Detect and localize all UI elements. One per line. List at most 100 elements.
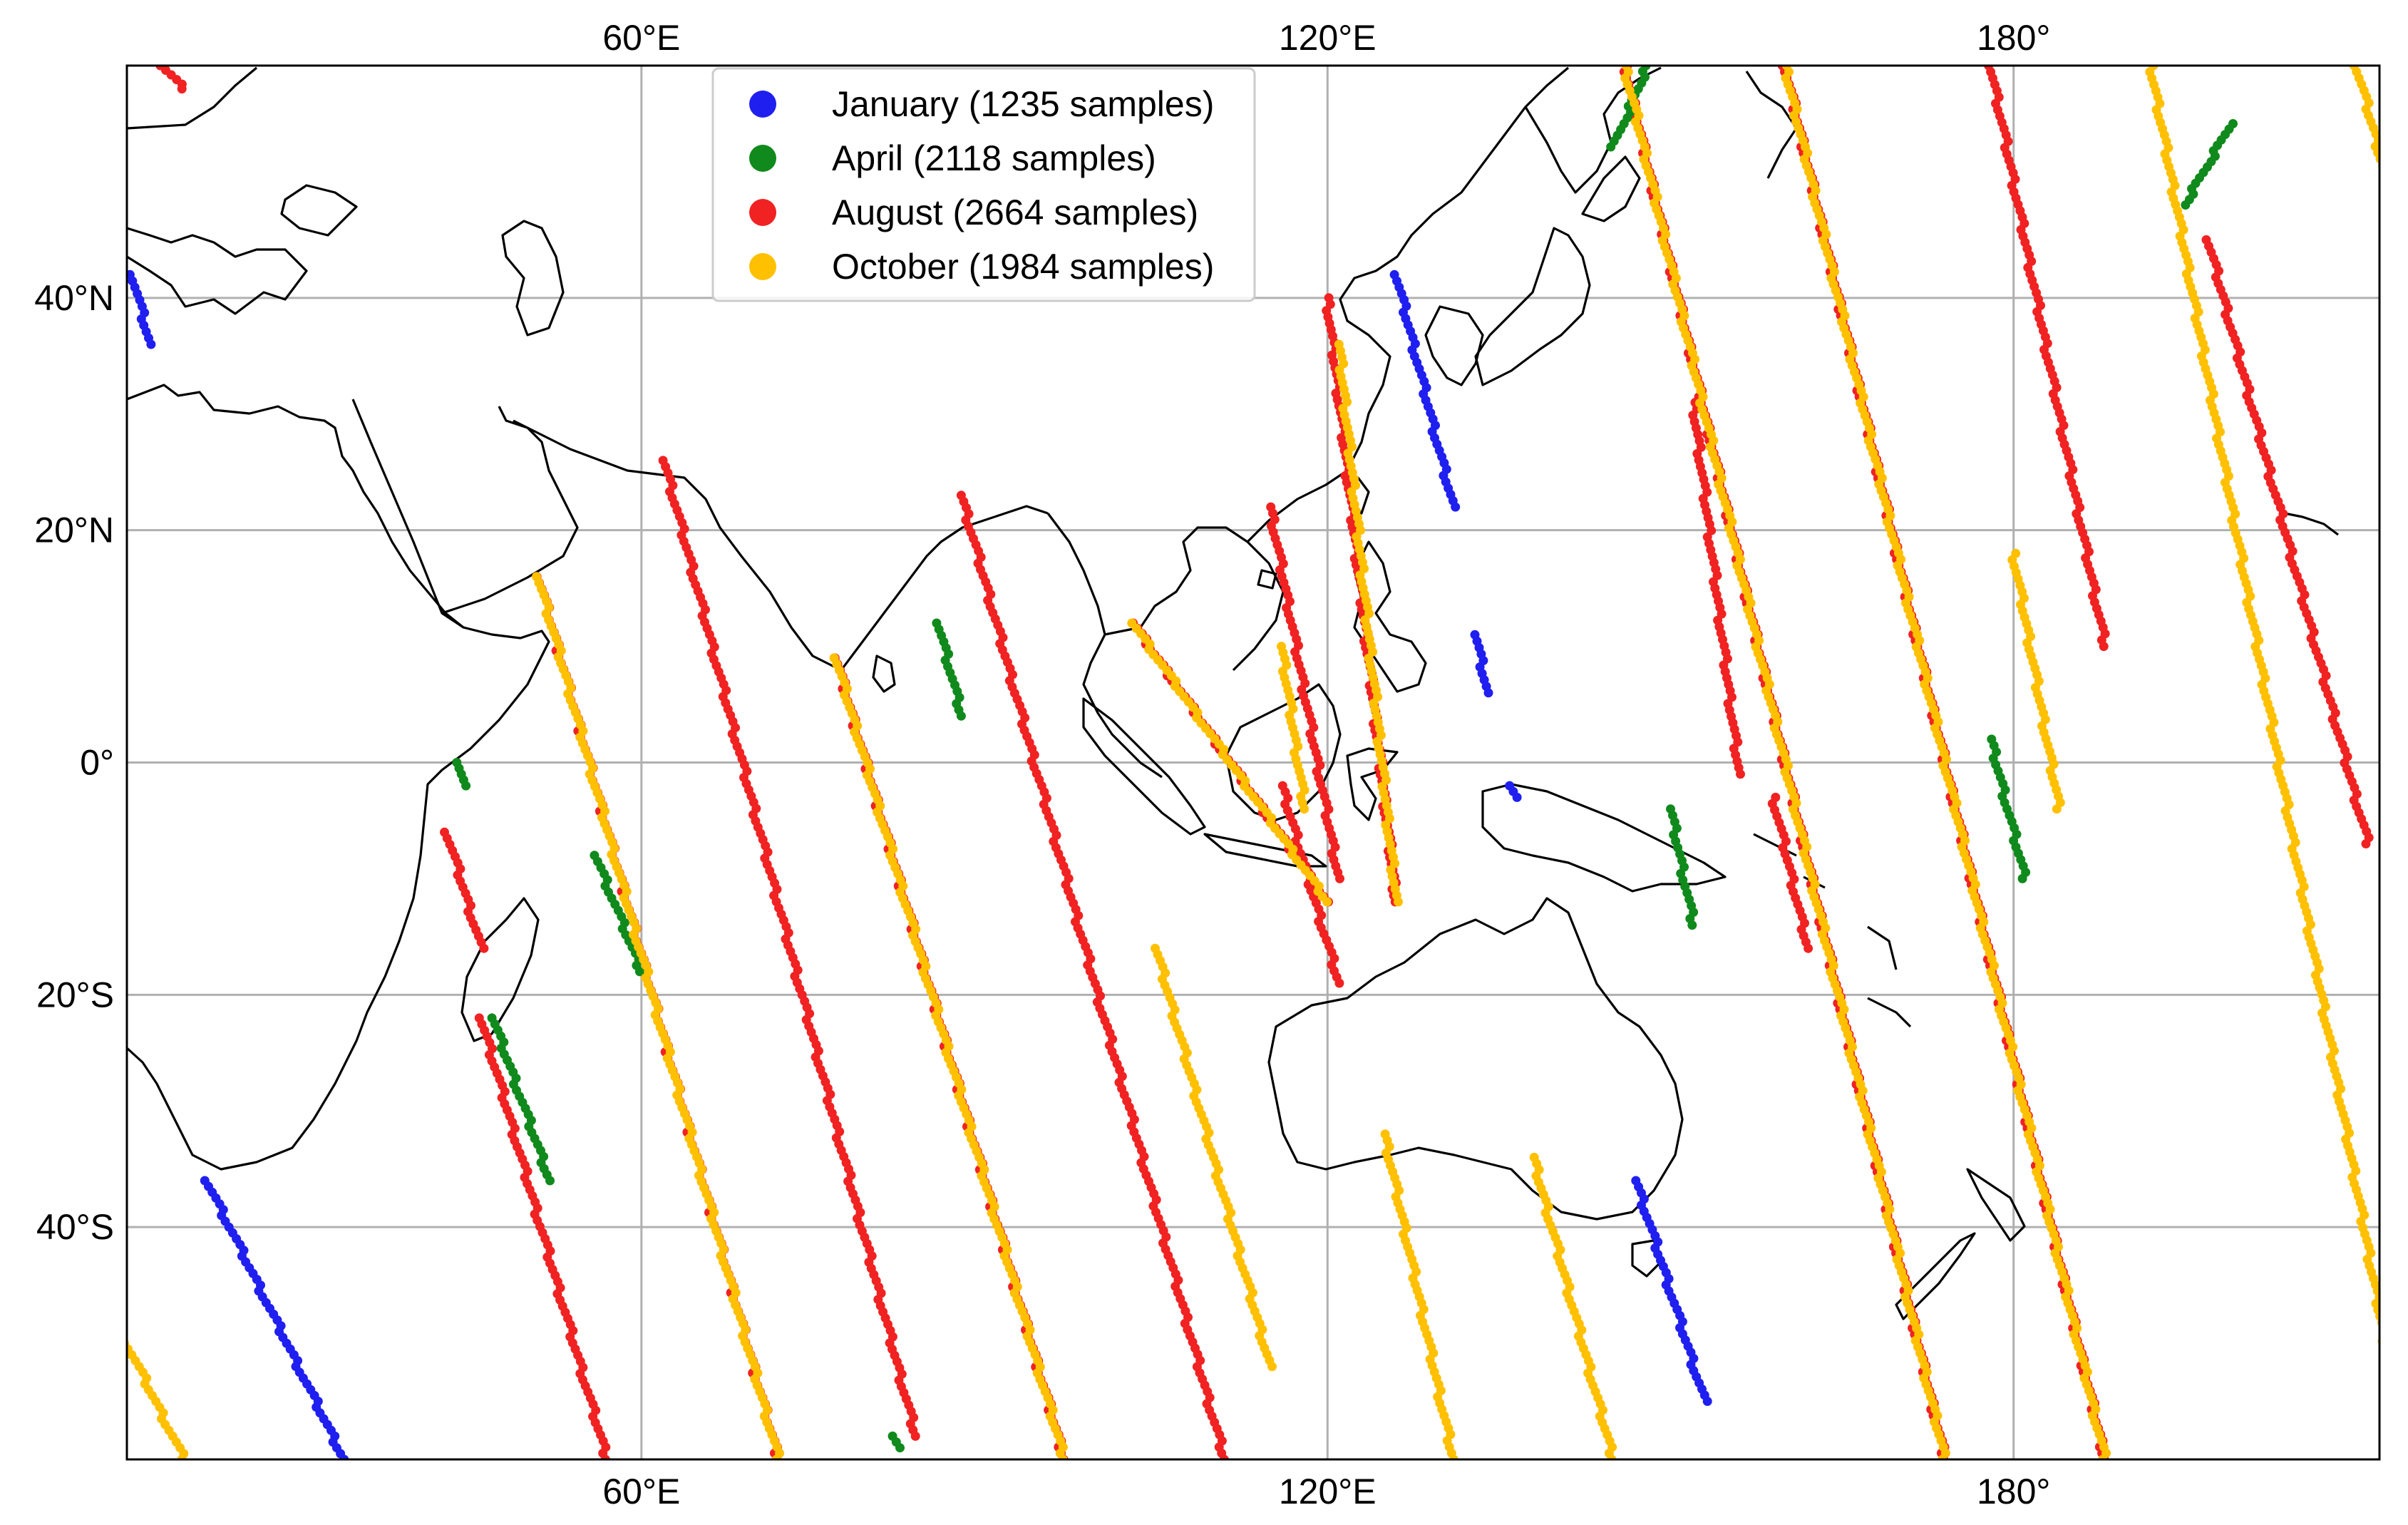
sample-point-oct-2963 <box>2052 804 2062 814</box>
tick-top-2: 180° <box>1977 18 2050 58</box>
sample-point-jan-3319 <box>1483 688 1493 698</box>
tick-left-2: 0° <box>80 743 114 783</box>
legend-label-oct: October (1984 samples) <box>832 247 1214 287</box>
sample-point-apr-1723 <box>956 711 966 721</box>
sample-point-oct-3203 <box>2385 192 2394 201</box>
sample-point-aug-1666 <box>2404 168 2408 177</box>
sample-point-oct-3168 <box>2382 1350 2391 1359</box>
coast-black-sea <box>280 184 358 237</box>
sample-point-aug-1661 <box>2395 136 2404 145</box>
sample-point-oct-2424 <box>1449 1454 1458 1459</box>
sample-point-oct-2698 <box>1938 1454 1948 1459</box>
legend-label-apr: April (2118 samples) <box>832 138 1156 178</box>
sample-point-apr-1707 <box>1641 66 1651 71</box>
sample-point-aug-1653 <box>2392 86 2402 96</box>
sample-point-aug-1651 <box>2389 73 2398 83</box>
sample-point-jan-3359 <box>1702 1397 1712 1406</box>
sample-point-oct-2283 <box>1300 804 1310 814</box>
sample-point-oct-3174 <box>2388 1387 2397 1397</box>
sample-point-aug-92 <box>600 1454 610 1459</box>
coast-hainan <box>1257 569 1277 590</box>
tick-bottom-1: 120°E <box>1279 1472 1377 1511</box>
legend-label-aug: August (2664 samples) <box>832 192 1198 232</box>
sample-point-apr-1748 <box>634 967 644 977</box>
sample-point-aug-1650 <box>2387 67 2396 76</box>
map-frame <box>125 64 2381 1461</box>
sample-point-aug-1669 <box>2404 187 2408 196</box>
coast-australia <box>1267 897 1684 1221</box>
tick-top-1: 120°E <box>1279 18 1377 58</box>
sample-point-aug-1649 <box>2385 61 2394 71</box>
sample-point-apr-1837 <box>2017 873 2027 883</box>
sample-point-apr-1814 <box>2228 119 2238 128</box>
sample-point-aug-1664 <box>2401 155 2408 165</box>
coast-europe <box>127 66 308 315</box>
coast-hawaii <box>2284 512 2339 536</box>
coastlines <box>127 66 2339 1320</box>
sample-point-aug-1658 <box>2395 118 2404 127</box>
sample-point-oct-3209 <box>2394 229 2404 238</box>
sample-point-oct-3167 <box>2379 1343 2389 1352</box>
coast-madagascar <box>460 897 540 1042</box>
sample-point-oct-3201 <box>2386 179 2395 188</box>
tick-left-3: 20°S <box>36 975 114 1015</box>
sample-point-jan-3309 <box>1451 502 1461 512</box>
sample-point-oct-3169 <box>2384 1356 2393 1365</box>
sample-point-oct-3205 <box>2390 204 2399 213</box>
sample-point-oct-2002 <box>771 1454 781 1459</box>
tick-left-4: 40°S <box>36 1207 114 1247</box>
sample-point-oct-2371 <box>1394 897 1403 907</box>
sample-point-oct-3178 <box>2397 1412 2406 1422</box>
sample-point-aug-1648 <box>2361 839 2371 848</box>
sample-point-aug-1663 <box>2399 149 2408 158</box>
sample-point-aug-394 <box>910 1431 920 1441</box>
coast-korea <box>1424 305 1484 386</box>
coast-se-asia <box>1046 513 1285 779</box>
sample-point-aug-1668 <box>2402 180 2408 190</box>
sample-point-aug-682 <box>1219 1454 1229 1459</box>
sample-point-apr-1776 <box>545 1176 555 1186</box>
legend-marker-jan <box>749 91 776 118</box>
tick-labels: 60°E 120°E 180° 60°E 120°E 180° 40°N 20°N 0° 20°S… <box>34 18 2050 1511</box>
tick-left-0: 40°N <box>34 278 114 318</box>
sample-point-aug-1665 <box>2402 161 2408 170</box>
sample-point-aug-1657 <box>2394 111 2403 120</box>
coast-africa <box>127 384 550 1171</box>
sample-point-oct-3204 <box>2387 198 2397 207</box>
sample-point-aug-1550 <box>2099 642 2109 652</box>
coast-iran-india <box>513 419 1049 672</box>
sample-point-aug-1662 <box>2397 143 2407 152</box>
sample-point-oct-3207 <box>2395 217 2404 226</box>
sample-point-jan-3222 <box>146 339 156 349</box>
tick-left-1: 20°N <box>34 510 114 550</box>
coast-china <box>1246 66 1570 543</box>
sample-point-oct-3171 <box>2388 1368 2397 1377</box>
legend-marker-oct <box>749 253 776 280</box>
sample-point-oct-3177 <box>2394 1407 2404 1416</box>
coast-japan <box>1474 155 1641 386</box>
legend-marker-apr <box>749 145 776 172</box>
sample-point-aug-1655 <box>2390 98 2399 108</box>
sample-point-aug-984 <box>1736 769 1745 779</box>
sample-point-oct-3172 <box>2390 1375 2399 1384</box>
coast-borneo <box>1225 683 1342 821</box>
sample-point-oct-3164 <box>2379 1324 2389 1333</box>
sample-point-oct-3202 <box>2382 185 2392 195</box>
sample-point-aug-1654 <box>2388 93 2397 102</box>
sample-point-oct-3165 <box>2382 1330 2391 1340</box>
sample-point-aug-829 <box>1334 978 1344 988</box>
coast-sumatra <box>1082 697 1206 836</box>
legend-box <box>711 67 1256 302</box>
legend: January (1235 samples) April (2118 sample… <box>711 67 1256 302</box>
sample-point-oct-2133 <box>1058 1454 1068 1459</box>
sample-point-aug-796 <box>1335 873 1344 883</box>
sample-point-aug-1692 <box>177 84 187 94</box>
sample-point-oct-3175 <box>2390 1394 2399 1403</box>
tick-bottom-2: 180° <box>1977 1472 2050 1511</box>
sample-point-jan-3322 <box>1512 792 1522 802</box>
sample-point-oct-1858 <box>177 1454 187 1459</box>
coast-java <box>1203 833 1327 868</box>
coast-new-caledonia <box>1867 997 1912 1028</box>
sample-point-apr-1779 <box>895 1443 905 1453</box>
sample-point-oct-3181 <box>2397 1432 2406 1441</box>
